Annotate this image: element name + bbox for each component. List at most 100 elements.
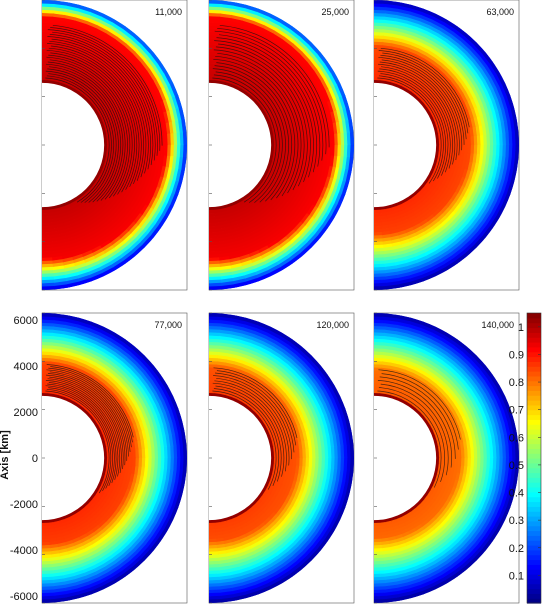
streamline [46, 49, 138, 190]
field-cell [42, 541, 50, 546]
field-cell [42, 247, 52, 253]
field-cell [209, 519, 216, 524]
field-cell [42, 209, 49, 214]
field-cell [42, 548, 51, 553]
field-cell [209, 544, 218, 550]
streamline [219, 24, 330, 148]
field-cell [209, 560, 219, 566]
field-cell [209, 285, 222, 290]
streamline [216, 370, 297, 446]
panel-5: 120,000 [208, 312, 355, 604]
field-cell [42, 570, 53, 575]
field-cell [374, 216, 381, 221]
streamline [214, 65, 289, 202]
streamline [49, 66, 122, 202]
field-cell [374, 228, 382, 233]
field-cell [209, 525, 216, 531]
streamline [213, 388, 280, 487]
field-cell [209, 279, 222, 284]
streamline [47, 373, 128, 461]
field-cell [103, 138, 108, 146]
streamline [52, 24, 163, 146]
field-cell [209, 257, 220, 262]
streamline [48, 387, 113, 489]
field-cell [42, 238, 51, 243]
field-cell [435, 138, 440, 146]
field-cell [42, 206, 49, 211]
streamline [46, 388, 112, 492]
field-cell [209, 222, 217, 227]
field-cell [209, 216, 216, 221]
time-label: 120,000 [316, 320, 349, 330]
field-cell [103, 144, 108, 152]
field-cell [42, 532, 50, 537]
field-cell [42, 285, 55, 290]
field-cell [42, 251, 52, 256]
inner-core [209, 395, 272, 521]
field-cell [374, 263, 386, 269]
streamline [378, 75, 444, 182]
field-cell [209, 598, 222, 603]
field-cell [374, 212, 381, 218]
streamline [212, 390, 277, 490]
streamline [378, 50, 469, 134]
field-cell [42, 525, 49, 531]
field-cell [349, 457, 354, 471]
field-cell [42, 557, 52, 562]
time-label: 11,000 [155, 7, 182, 17]
streamline [218, 34, 321, 167]
inner-core [42, 82, 105, 208]
streamline [215, 46, 308, 187]
streamline [213, 375, 292, 460]
field-cell [42, 522, 49, 527]
field-cell [42, 266, 54, 272]
field-cell [209, 244, 219, 249]
field-cell [42, 564, 52, 569]
field-cell [42, 589, 55, 594]
field-cell [374, 313, 387, 318]
field-cell [374, 282, 387, 288]
streamline [215, 71, 283, 203]
streamline [45, 70, 117, 203]
field-cell [209, 541, 217, 546]
streamline [216, 37, 318, 173]
inner-core [42, 395, 105, 521]
field-cell [209, 270, 221, 275]
streamline [45, 390, 110, 494]
field-cell [42, 576, 54, 582]
field-cell [209, 592, 222, 597]
streamline [213, 74, 280, 203]
panel-1: 11,000 [41, 0, 188, 291]
field-cell [42, 538, 50, 543]
streamline [377, 77, 442, 184]
field-cell [182, 144, 187, 158]
streamline [47, 61, 126, 200]
field-cell [42, 282, 55, 288]
field-cell [374, 266, 386, 272]
field-cell [42, 263, 54, 269]
field-cell [209, 247, 219, 253]
field-cell [42, 254, 53, 259]
field-cell [209, 282, 222, 288]
field-cell [42, 257, 53, 262]
streamline [213, 49, 305, 191]
field-cell [209, 276, 222, 281]
temperature-field [209, 0, 354, 290]
flow-lines [45, 24, 163, 203]
field-cell [42, 586, 54, 591]
streamline [50, 45, 142, 185]
streamline [49, 59, 128, 199]
field-cell [209, 313, 222, 318]
field-cell [209, 522, 216, 527]
field-cell [514, 132, 519, 146]
field-cell [42, 241, 52, 246]
field-cell [42, 560, 52, 566]
field-cell [209, 273, 221, 278]
streamline [45, 385, 115, 487]
field-cell [374, 270, 386, 275]
field-cell [182, 445, 187, 459]
streamline [47, 383, 117, 484]
field-cell [42, 222, 50, 227]
field-cell [42, 276, 55, 281]
